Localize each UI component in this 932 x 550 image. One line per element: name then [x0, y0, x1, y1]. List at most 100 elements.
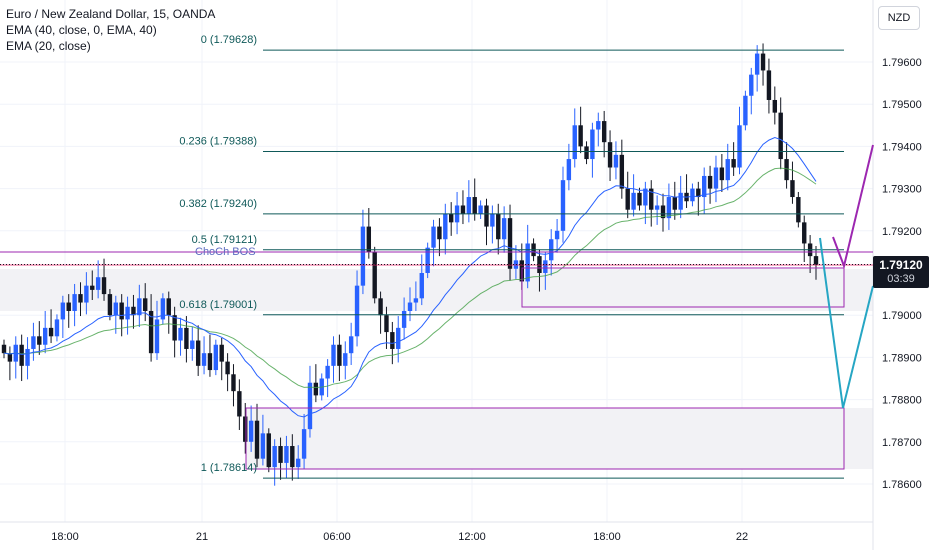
candle-bull	[42, 327, 48, 345]
candle-bear	[278, 446, 283, 463]
ema20-legend[interactable]: EMA (20, close)	[6, 39, 91, 53]
candle-bear	[448, 213, 454, 223]
candle-bull	[31, 336, 36, 349]
candle-bull	[354, 285, 360, 337]
price-axis-label: 1.79500	[882, 99, 922, 111]
candle-bear	[619, 154, 625, 189]
candle-bear	[107, 294, 113, 316]
candle-bear	[584, 146, 589, 160]
candle-bull	[678, 192, 683, 210]
price-axis-label: 1.79000	[882, 310, 922, 322]
candle-bear	[760, 53, 766, 71]
candle-bull	[478, 205, 483, 214]
candle-bull	[272, 446, 277, 468]
candle-bear	[537, 256, 542, 273]
candle-bull	[713, 167, 719, 189]
candle-bull	[566, 159, 572, 181]
candle-bear	[507, 218, 513, 269]
candle-bear	[195, 340, 201, 366]
time-axis-label: 12:00	[458, 531, 486, 543]
candle-bear	[225, 361, 230, 375]
candle-bear	[649, 188, 654, 210]
candle-bear	[790, 180, 795, 198]
candle-bull	[543, 260, 548, 273]
candle-bull	[296, 458, 301, 468]
candle-bull	[325, 365, 330, 379]
last-price-tag: 1.79120 03:39	[873, 256, 929, 288]
symbol-title[interactable]: Euro / New Zealand Dollar, 15, OANDA	[6, 7, 216, 21]
candle-bull	[572, 125, 577, 160]
candle-bear	[219, 344, 224, 362]
candle-bull	[690, 188, 695, 202]
ema20-line	[3, 136, 817, 418]
candle-bear	[148, 310, 154, 354]
candle-bull	[343, 353, 348, 366]
candle-bear	[378, 298, 383, 316]
time-axis-label: 06:00	[323, 531, 351, 543]
candle-bear	[472, 197, 477, 214]
projection-arrow-cyan	[819, 237, 874, 409]
zone-upper-fill	[0, 269, 873, 311]
candle-bear	[437, 226, 442, 240]
candle-bear	[1, 344, 7, 354]
fib-level-label: 0.236 (1.79388)	[179, 135, 257, 147]
candle-bull	[95, 277, 101, 290]
candle-bear	[184, 327, 189, 349]
candle-bear	[496, 213, 501, 240]
candle-bear	[166, 298, 171, 316]
choch-bos-label: ChoCh BOS	[195, 246, 256, 258]
candle-bear	[172, 315, 177, 341]
candle-bull	[331, 344, 336, 366]
candle-bull	[401, 310, 407, 328]
candle-bull	[348, 336, 354, 354]
candle-bull	[643, 188, 648, 206]
candle-bear	[290, 446, 295, 468]
candle-bull	[190, 340, 195, 349]
candle-bull	[178, 327, 183, 341]
currency-button[interactable]: NZD	[878, 6, 920, 30]
price-axis-label: 1.79300	[882, 184, 922, 196]
order-block-lower	[245, 407, 845, 470]
time-axis-label: 18:00	[593, 531, 621, 543]
candle-bear	[390, 332, 395, 349]
candle-bull	[248, 420, 254, 442]
candle-bull	[749, 74, 754, 96]
candle-bull	[590, 129, 595, 160]
candle-bear	[766, 70, 772, 100]
zone-lower-fill	[246, 408, 873, 469]
fib-level-label: 0 (1.79628)	[201, 34, 257, 46]
candle-bear	[707, 175, 713, 189]
candle-bear	[231, 374, 236, 392]
candle-bull	[501, 218, 507, 240]
candle-bear	[37, 336, 42, 345]
candle-bear	[384, 315, 389, 333]
fib-level-label: 0.5 (1.79121)	[192, 234, 257, 246]
candle-bear	[731, 159, 736, 168]
candle-bear	[784, 159, 789, 181]
time-axis-label: 22	[736, 531, 748, 543]
candle-bear	[607, 142, 613, 168]
candle-bull	[560, 180, 566, 231]
candle-bear	[90, 285, 95, 290]
candle-bear	[366, 226, 372, 252]
candle-bull	[407, 302, 413, 311]
candle-bear	[254, 420, 260, 459]
projection-arrow-purple	[832, 144, 874, 270]
candle-bull	[213, 344, 219, 371]
candle-bull	[72, 294, 77, 311]
candle-bear	[719, 167, 725, 181]
candle-bull	[737, 125, 742, 168]
candle-bear	[266, 433, 271, 468]
candle-bull	[60, 302, 66, 320]
ema40-legend[interactable]: EMA (40, close, 0, EMA, 40)	[6, 23, 157, 37]
candle-bull	[596, 121, 601, 130]
candle-bull	[754, 53, 760, 75]
candle-bull	[631, 192, 636, 210]
price-axis-label: 1.79400	[882, 141, 922, 153]
candle-bear	[660, 205, 666, 219]
price-axis-label: 1.78700	[882, 437, 922, 449]
candle-bull	[125, 306, 130, 320]
candle-bear	[813, 256, 819, 265]
candle-bear	[796, 197, 801, 223]
